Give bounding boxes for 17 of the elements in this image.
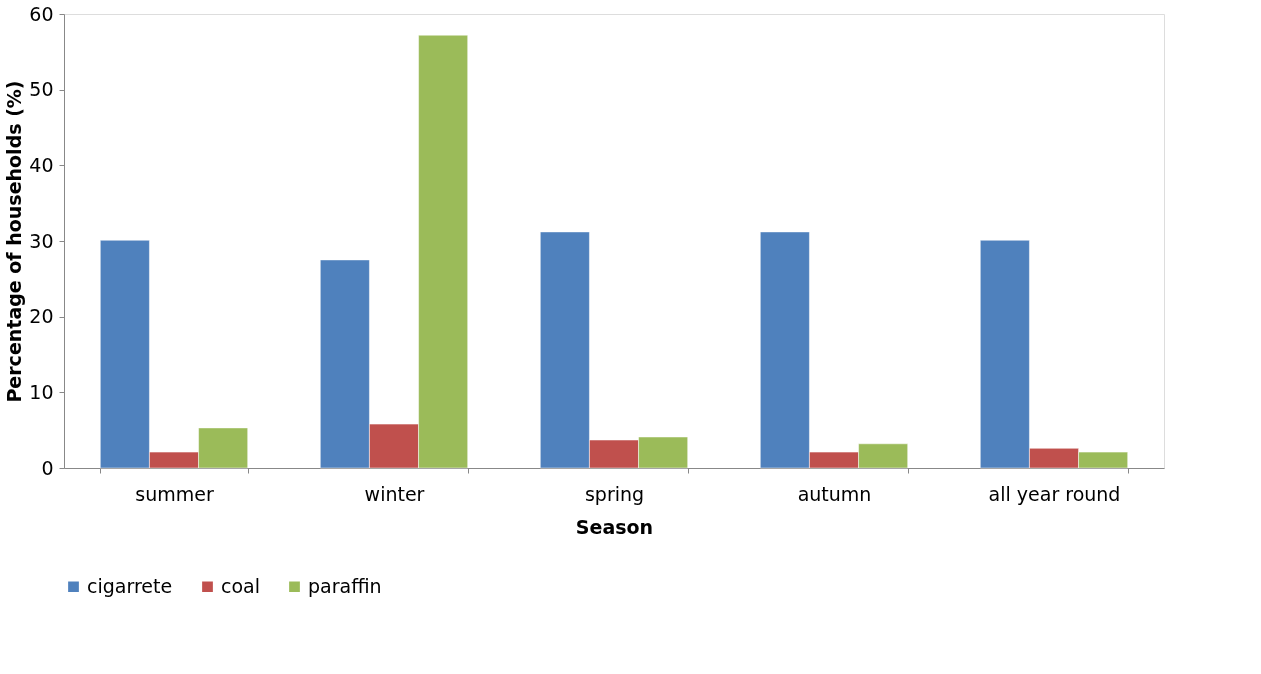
legend-label: paraffin xyxy=(308,574,382,597)
y-tick-label: 50 xyxy=(29,78,54,101)
y-tick-label: 30 xyxy=(29,229,54,252)
x-tick-label: summer xyxy=(135,482,214,505)
legend-label: coal xyxy=(221,574,260,597)
y-tick-label: 60 xyxy=(29,2,54,25)
x-tick-label: autumn xyxy=(797,482,872,505)
y-tick-label: 0 xyxy=(41,456,54,479)
x-tick-label: winter xyxy=(364,482,425,505)
x-tick-label: spring xyxy=(584,482,645,505)
x-axis-title: Season xyxy=(575,515,654,538)
y-tick-label: 20 xyxy=(29,305,54,328)
y-axis-title: Percentage of households (%) xyxy=(3,80,26,403)
y-tick-label: 40 xyxy=(29,153,54,176)
x-tick-label: all year round xyxy=(988,482,1121,505)
legend-label: cigarrete xyxy=(87,574,173,597)
y-tick-label: 10 xyxy=(29,380,54,403)
